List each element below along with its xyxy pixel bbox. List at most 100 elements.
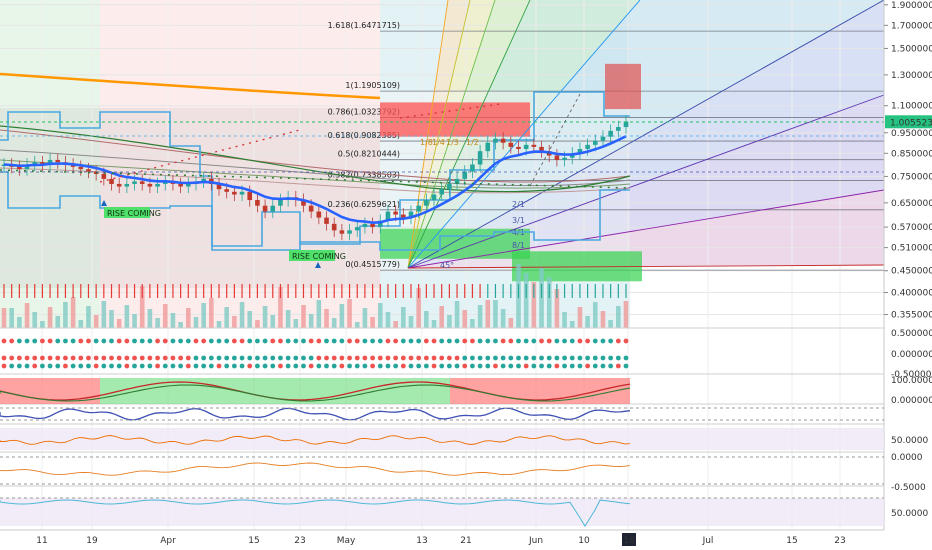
osc-tick-label: 0.0000000 (891, 396, 932, 406)
signal-dot (255, 363, 260, 369)
candle-body (500, 138, 506, 143)
candle-body (224, 189, 229, 192)
candle-body (201, 178, 206, 182)
signal-dot (262, 338, 268, 344)
signal-dot (216, 355, 222, 361)
volume-bar (347, 299, 352, 328)
signal-dot (124, 338, 130, 344)
signal-dot (170, 338, 176, 344)
volume-bar (485, 300, 491, 328)
last-price-badge (885, 115, 932, 129)
signal-dot (569, 363, 575, 369)
channel-upper (0, 91, 630, 247)
ema-line (3, 135, 627, 225)
volume-bar (508, 318, 514, 328)
signal-dot (178, 355, 184, 361)
candle-body (139, 181, 145, 184)
volume-bar (193, 317, 199, 328)
signal-dot (569, 338, 575, 344)
signal-dot (370, 338, 375, 344)
current-date-badge (622, 533, 636, 546)
signal-dot (32, 363, 38, 369)
signal-dot (239, 363, 245, 369)
signal-dot (178, 338, 184, 344)
signal-dot (470, 338, 475, 344)
signal-dot (193, 355, 199, 361)
signal-dot (362, 355, 368, 361)
candle-body (132, 181, 137, 184)
signal-dot (255, 355, 260, 361)
signal-dot (370, 355, 375, 361)
signal-dot (101, 355, 107, 361)
signal-dot (500, 338, 506, 344)
candle-body (347, 230, 352, 234)
candle-body (401, 214, 406, 218)
signal-dot (331, 338, 337, 344)
signal-dot (523, 338, 529, 344)
signal-dot (431, 338, 437, 344)
volume-bar (447, 315, 452, 328)
signal-dot (224, 363, 230, 369)
signal-dot (231, 338, 237, 344)
signal-dot (493, 363, 498, 369)
signal-dot (78, 355, 84, 361)
signal-dot (132, 363, 137, 369)
signal-dot (546, 338, 552, 344)
candle-body (393, 211, 398, 215)
signal-dot (423, 355, 429, 361)
volume-bar (109, 310, 114, 328)
rise-coming-tag (104, 207, 150, 218)
candle-body (447, 183, 452, 190)
signal-dot (224, 355, 230, 361)
volume-bar (239, 302, 245, 328)
signal-dot (86, 355, 91, 361)
signal-dot (600, 355, 606, 361)
signal-dot (32, 355, 38, 361)
signal-dot (516, 355, 521, 361)
candle-body (516, 146, 521, 150)
volume-bar (377, 303, 383, 328)
signal-dot (162, 338, 168, 344)
volume-bar (139, 286, 145, 328)
signal-dot (493, 338, 498, 344)
signal-dot (615, 338, 621, 344)
signal-dot (162, 355, 168, 361)
volume-bar (40, 321, 45, 328)
signal-dot (32, 338, 38, 344)
candle-body (608, 130, 613, 137)
candle-body (86, 169, 91, 172)
volume-bar (439, 306, 445, 328)
gann-fan-line (407, 189, 885, 269)
signal-dot (47, 338, 53, 344)
signal-dot (493, 355, 498, 361)
signal-dot (86, 363, 91, 369)
signal-dot (592, 338, 598, 344)
fib-level-label: 0.786(1.0323792) (328, 107, 400, 116)
target-zone (605, 63, 641, 110)
candle-body (416, 205, 421, 212)
signal-dot (270, 355, 276, 361)
rise-coming-tag (289, 250, 335, 261)
signal-dot (9, 363, 15, 369)
signal-dot (362, 363, 368, 369)
candle-body (424, 200, 429, 206)
signal-dot (116, 363, 122, 369)
volume-bar (224, 307, 229, 328)
volume-bar (470, 319, 475, 328)
volume-bar (569, 321, 575, 328)
candle-body (17, 166, 22, 170)
y-tick-label: 1.7000000 (891, 21, 932, 31)
candle-body (377, 220, 383, 228)
signal-dot (362, 338, 368, 344)
gann-fan-line (407, 264, 885, 269)
candle-body (577, 149, 583, 154)
candle-body (255, 200, 260, 206)
candle-body (308, 205, 314, 212)
fib-level-label: 1.618(1.6471715) (328, 21, 400, 30)
signal-dot (193, 363, 199, 369)
signal-dot (331, 355, 337, 361)
